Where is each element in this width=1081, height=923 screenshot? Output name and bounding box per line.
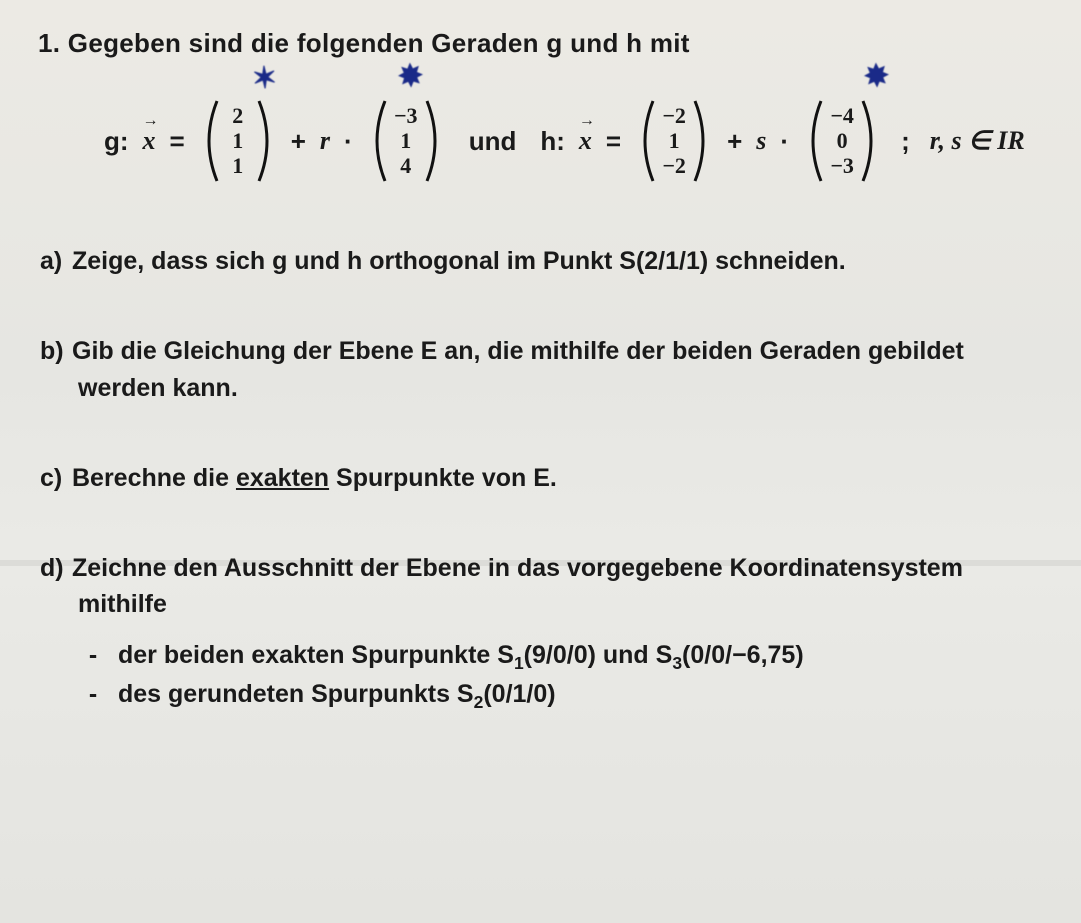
subscript-1: 1 xyxy=(514,653,524,673)
rparen-icon xyxy=(859,99,881,183)
vector-col: −4 0 −3 xyxy=(825,99,859,183)
plus-2: + xyxy=(727,126,742,157)
semicolon: ; xyxy=(901,126,910,157)
paper-shadow xyxy=(0,560,1081,566)
v: 1 xyxy=(669,130,680,152)
c-pre: Berechne die xyxy=(72,464,236,492)
vector-col: −2 1 −2 xyxy=(657,99,691,183)
label-c: c) xyxy=(40,460,72,496)
label-b: b) xyxy=(40,333,72,369)
g-label: g: xyxy=(104,126,129,157)
list-item: - des gerundeten Spurpunkts S2(0/1/0) xyxy=(84,680,1047,713)
question-intro: 1. Gegeben sind die folgenden Geraden g … xyxy=(38,28,1047,59)
v: −3 xyxy=(394,105,418,127)
text-d-2: mithilfe xyxy=(78,586,1047,622)
h-label: h: xyxy=(540,126,565,157)
v: −2 xyxy=(662,155,686,177)
sub2-text: des gerundeten Spurpunkts S2(0/1/0) xyxy=(118,680,556,713)
rparen-icon xyxy=(423,99,445,183)
vector-x-h: x xyxy=(579,126,592,156)
und-text: und xyxy=(469,126,517,157)
t: (9/0/0) und S xyxy=(524,641,673,669)
v: 2 xyxy=(232,105,243,127)
v: −3 xyxy=(830,155,854,177)
lparen-icon xyxy=(367,99,389,183)
lparen-icon xyxy=(803,99,825,183)
label-a: a) xyxy=(40,243,72,279)
vector-g-point: 2 1 1 xyxy=(199,99,277,183)
plus-1: + xyxy=(291,126,306,157)
param-r: r xyxy=(320,126,330,156)
list-item: - der beiden exakten Spurpunkte S1(9/0/0… xyxy=(84,641,1047,674)
part-a: a)Zeige, dass sich g und h orthogonal im… xyxy=(40,243,1047,279)
pen-scribble-3: ✸ xyxy=(863,58,890,94)
dot-1: · xyxy=(344,126,353,157)
pen-scribble-1: ✶ xyxy=(251,60,278,96)
vector-col: 2 1 1 xyxy=(221,99,255,183)
dash-icon: - xyxy=(84,641,102,674)
sub1-text: der beiden exakten Spurpunkte S1(9/0/0) … xyxy=(118,641,804,674)
t: (0/1/0) xyxy=(483,680,555,708)
lparen-icon xyxy=(635,99,657,183)
v: 1 xyxy=(400,130,411,152)
text-b-2: werden kann. xyxy=(78,370,1047,406)
rparen-icon xyxy=(255,99,277,183)
c-underline: exakten xyxy=(236,464,329,492)
param-s: s xyxy=(756,126,766,156)
rs-in-ir: r, s ∈ IR xyxy=(930,126,1025,156)
vector-col: −3 1 4 xyxy=(389,99,423,183)
pen-scribble-2: ✸ xyxy=(397,58,424,94)
text-c: Berechne die exakten Spurpunkte von E. xyxy=(72,464,557,492)
v: −4 xyxy=(830,105,854,127)
dot-2: · xyxy=(780,126,789,157)
text-a: Zeige, dass sich g und h orthogonal im P… xyxy=(72,247,846,275)
lparen-icon xyxy=(199,99,221,183)
vector-x-g: x xyxy=(143,126,156,156)
rparen-icon xyxy=(691,99,713,183)
t: der beiden exakten Spurpunkte S xyxy=(118,641,514,669)
part-d-sublist: - der beiden exakten Spurpunkte S1(9/0/0… xyxy=(84,641,1047,713)
dash-icon: - xyxy=(84,680,102,713)
subscript-2: 2 xyxy=(474,692,484,712)
vector-g-dir: −3 1 4 xyxy=(367,99,445,183)
part-b: b)Gib die Gleichung der Ebene E an, die … xyxy=(40,333,1047,406)
part-c: c)Berechne die exakten Spurpunkte von E. xyxy=(40,460,1047,496)
v: 4 xyxy=(400,155,411,177)
v: 1 xyxy=(232,155,243,177)
v: −2 xyxy=(662,105,686,127)
text-d-1: Zeichne den Ausschnitt der Ebene in das … xyxy=(72,554,963,582)
equation-line: ✶ ✸ ✸ g: x = 2 1 1 + r · −3 1 4 und xyxy=(104,99,1047,183)
t: (0/0/−6,75) xyxy=(682,641,804,669)
label-d: d) xyxy=(40,550,72,586)
vector-h-point: −2 1 −2 xyxy=(635,99,713,183)
v: 0 xyxy=(837,130,848,152)
t: des gerundeten Spurpunkts S xyxy=(118,680,474,708)
subscript-3: 3 xyxy=(672,653,682,673)
text-b-1: Gib die Gleichung der Ebene E an, die mi… xyxy=(72,337,964,365)
v: 1 xyxy=(232,130,243,152)
equals-2: = xyxy=(606,126,621,157)
vector-h-dir: −4 0 −3 xyxy=(803,99,881,183)
c-post: Spurpunkte von E. xyxy=(329,464,557,492)
equals-1: = xyxy=(170,126,185,157)
worksheet-page: 1. Gegeben sind die folgenden Geraden g … xyxy=(0,0,1081,923)
